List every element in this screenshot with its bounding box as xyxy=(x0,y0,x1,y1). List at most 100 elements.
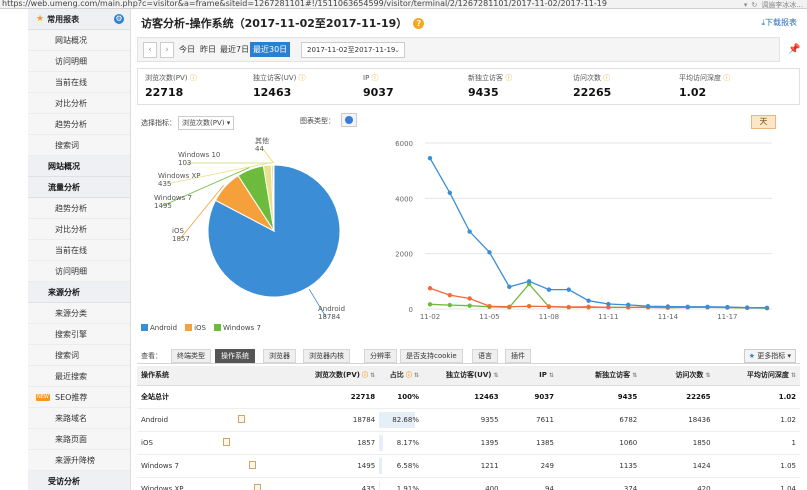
help-icon[interactable]: ⓘ xyxy=(296,74,306,82)
column-header[interactable]: 平均访问深度 ⇅ xyxy=(714,366,800,386)
sidebar-item[interactable]: NEW SEO推荐 xyxy=(28,387,130,408)
sidebar-item[interactable]: 访问明细 xyxy=(28,261,130,282)
data-point[interactable] xyxy=(546,304,552,309)
data-point[interactable] xyxy=(725,304,730,310)
sidebar-item[interactable]: 来源升降榜 xyxy=(28,450,130,471)
sidebar-item[interactable]: 来源分类 xyxy=(28,303,130,324)
sort-icon[interactable]: ⇅ xyxy=(546,372,554,380)
sidebar-item[interactable]: 网站概况 xyxy=(28,30,130,51)
download-report-link[interactable]: ⤓下载报表 xyxy=(761,17,797,28)
data-point[interactable] xyxy=(467,303,472,308)
help-icon[interactable]: ? xyxy=(413,18,425,29)
legend-item[interactable]: Android xyxy=(141,324,177,332)
sidebar-item[interactable]: 对比分析 xyxy=(28,219,130,240)
sidebar-section[interactable]: 流量分析 xyxy=(28,177,130,198)
sidebar-header[interactable]: ★ 常用报表 ⚙ xyxy=(28,9,130,30)
sort-icon[interactable]: ⇅ xyxy=(368,372,376,380)
column-header[interactable]: 访问次数 ⇅ xyxy=(641,366,715,386)
help-icon[interactable]: ⓘ xyxy=(601,74,611,82)
data-point[interactable] xyxy=(566,304,571,310)
data-point[interactable] xyxy=(566,287,571,292)
data-point[interactable] xyxy=(487,304,492,309)
sort-icon[interactable]: ⇅ xyxy=(630,372,638,380)
tab-5[interactable]: 是否支持cookie xyxy=(400,349,463,363)
day-granularity-button[interactable]: 天 xyxy=(751,115,776,129)
detail-icon[interactable] xyxy=(238,415,246,423)
data-point[interactable] xyxy=(427,156,433,161)
data-point[interactable] xyxy=(546,287,552,292)
sidebar-section[interactable]: 网站概况 xyxy=(28,156,130,177)
sidebar-item[interactable]: 趋势分析 xyxy=(28,198,130,219)
column-header[interactable]: 占比 ⓘ ⇅ xyxy=(379,366,423,386)
pie-chart-toggle[interactable] xyxy=(341,113,357,127)
data-point[interactable] xyxy=(447,292,453,298)
sidebar-item[interactable]: 访问明细 xyxy=(28,51,130,72)
legend-item[interactable]: Windows 7 xyxy=(213,324,261,332)
sidebar-item[interactable]: 当前在线 xyxy=(28,240,130,261)
pie-slice[interactable] xyxy=(272,164,275,232)
pin-icon[interactable]: 📌 xyxy=(788,44,801,55)
help-icon[interactable]: ⓘ xyxy=(403,372,412,380)
table-row[interactable]: Android 18784 82.68% 9355 7611 6782 18436 1.02 xyxy=(137,408,800,432)
data-point[interactable] xyxy=(427,302,433,307)
data-point[interactable] xyxy=(764,305,770,311)
data-point[interactable] xyxy=(705,304,710,309)
data-point[interactable] xyxy=(507,304,512,309)
data-point[interactable] xyxy=(507,284,512,290)
column-header[interactable]: IP ⇅ xyxy=(502,366,558,386)
detail-icon[interactable] xyxy=(253,484,261,490)
help-icon[interactable]: ⓘ xyxy=(187,74,197,82)
tab-1[interactable]: 操作系统 xyxy=(215,349,255,363)
tab-7[interactable]: 插件 xyxy=(505,349,531,363)
detail-icon[interactable] xyxy=(248,461,256,469)
sidebar-item[interactable]: 趋势分析 xyxy=(28,114,130,135)
table-row[interactable]: Windows 7 1495 6.58% 1211 249 1135 1424 1.05 xyxy=(137,454,800,478)
help-icon[interactable]: ⓘ xyxy=(503,74,513,82)
sort-icon[interactable]: ⇅ xyxy=(491,372,499,380)
column-header[interactable]: 新独立访客 ⇅ xyxy=(557,366,642,386)
prev-period-button[interactable]: ‹ xyxy=(143,42,157,58)
data-point[interactable] xyxy=(606,301,611,307)
tab-6[interactable]: 语言 xyxy=(472,349,498,363)
sidebar-item[interactable]: 搜索词 xyxy=(28,135,130,156)
sidebar-item[interactable]: 最近搜索 xyxy=(28,366,130,387)
data-point[interactable] xyxy=(645,304,651,309)
legend-item[interactable]: iOS xyxy=(185,324,206,332)
column-header[interactable]: 浏览次数(PV) ⓘ ⇅ xyxy=(310,366,380,386)
sort-icon[interactable]: ⇅ xyxy=(703,372,711,380)
range-yesterday[interactable]: 昨日 xyxy=(200,45,216,54)
data-point[interactable] xyxy=(586,298,591,303)
browser-address-bar[interactable]: https://web.umeng.com/main.php?c=visitor… xyxy=(0,0,807,9)
help-icon[interactable]: ⓘ xyxy=(369,74,379,82)
tab-0[interactable]: 终端类型 xyxy=(171,349,211,363)
data-point[interactable] xyxy=(467,229,472,234)
data-point[interactable] xyxy=(685,304,690,309)
sort-icon[interactable]: ⇅ xyxy=(788,372,796,380)
data-point[interactable] xyxy=(526,279,532,284)
range-last30[interactable]: 最近30日 xyxy=(250,42,291,57)
data-point[interactable] xyxy=(487,250,492,255)
table-row[interactable]: iOS 1857 8.17% 1395 1385 1060 1850 1 xyxy=(137,431,800,455)
gear-icon[interactable]: ⚙ xyxy=(114,14,124,24)
data-point[interactable] xyxy=(744,305,750,310)
sidebar-item[interactable]: 来路页面 xyxy=(28,429,130,450)
date-range-select[interactable]: 2017-11-02至2017-11-19 ⌄ xyxy=(301,42,405,58)
range-last7[interactable]: 最近7日 xyxy=(220,45,250,54)
sort-icon[interactable]: ⇅ xyxy=(411,372,419,380)
tab-4[interactable]: 分辨率 xyxy=(364,349,397,363)
next-period-button[interactable]: › xyxy=(160,42,174,58)
tab-2[interactable]: 浏览器 xyxy=(263,349,296,363)
sidebar-section[interactable]: 受访分析 xyxy=(28,471,130,490)
data-point[interactable] xyxy=(665,304,671,309)
sidebar-item[interactable]: 搜索词 xyxy=(28,345,130,366)
data-point[interactable] xyxy=(447,302,453,308)
data-point[interactable] xyxy=(526,304,532,309)
sidebar-item[interactable]: 对比分析 xyxy=(28,93,130,114)
detail-icon[interactable] xyxy=(222,438,230,446)
column-header[interactable]: 独立访客(UV) ⇅ xyxy=(423,366,503,386)
range-today[interactable]: 今日 xyxy=(179,45,195,54)
sidebar-item[interactable]: 搜索引擎 xyxy=(28,324,130,345)
sidebar-item[interactable]: 来路域名 xyxy=(28,408,130,429)
sidebar-item[interactable]: 当前在线 xyxy=(28,72,130,93)
more-metrics-button[interactable]: ★ 更多指标 ▾ xyxy=(743,349,796,363)
